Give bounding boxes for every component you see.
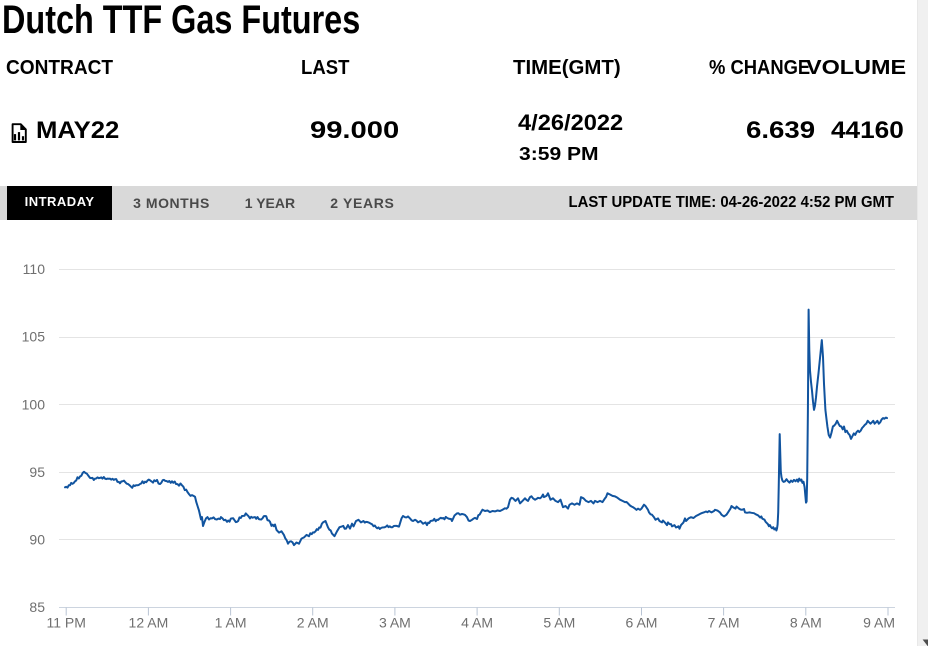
svg-text:7 AM: 7 AM — [708, 615, 740, 631]
svg-text:110: 110 — [23, 261, 46, 277]
svg-text:4 AM: 4 AM — [461, 615, 493, 631]
svg-text:95: 95 — [29, 464, 45, 480]
svg-text:5 AM: 5 AM — [543, 615, 575, 631]
svg-text:8 AM: 8 AM — [790, 615, 822, 631]
svg-text:1 AM: 1 AM — [215, 615, 247, 631]
svg-text:90: 90 — [29, 532, 45, 548]
svg-text:2 AM: 2 AM — [297, 615, 329, 631]
svg-text:105: 105 — [22, 329, 46, 345]
svg-text:85: 85 — [29, 599, 45, 615]
svg-text:9 AM: 9 AM — [863, 615, 895, 631]
svg-text:12 AM: 12 AM — [129, 615, 169, 631]
svg-text:11 PM: 11 PM — [46, 615, 85, 631]
svg-text:100: 100 — [22, 396, 46, 412]
svg-text:6 AM: 6 AM — [626, 615, 658, 631]
svg-text:3 AM: 3 AM — [379, 615, 411, 631]
